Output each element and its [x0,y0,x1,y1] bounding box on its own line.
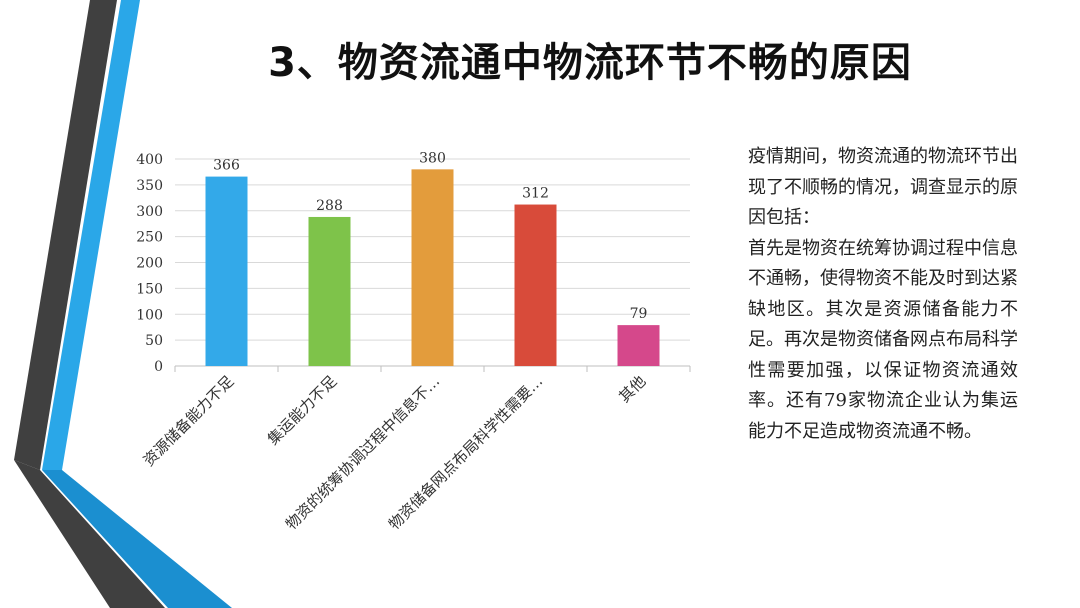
data-label: 79 [630,306,648,322]
bar [411,169,454,366]
category-label: 其他 [615,372,649,406]
y-tick-label: 350 [136,178,163,194]
slide-title: 3、物资流通中物流环节不畅的原因 [268,40,912,86]
y-tick-label: 200 [136,256,163,272]
body-paragraph-reasons: 首先是物资在统筹协调过程中信息不通畅，使得物资不能及时到达紧缺地区。其次是资源储… [748,237,1018,442]
data-label: 380 [419,150,446,166]
data-label: 288 [316,198,343,214]
y-tick-label: 150 [136,281,163,297]
bar [617,325,660,366]
bar-chart: 0 50 100 150 200 250 300 350 400 366 资源储备能力不足 288 集运… [136,150,691,533]
dark-stripe-top [14,0,117,470]
category-label: 集运能力不足 [264,372,340,448]
bar [205,176,248,366]
body-paragraph-intro: 疫情期间，物资流通的物流环节出现了不顺畅的情况，调查显示的原因包括： [748,146,1018,228]
y-tick-label: 300 [136,204,163,220]
bar [514,204,557,366]
blue-stripe-bottom [42,470,232,608]
y-tick-label: 50 [145,333,163,349]
y-tick-label: 0 [154,359,163,375]
y-tick-label: 100 [136,307,163,323]
y-tick-label: 400 [136,152,163,168]
bar [308,216,351,366]
data-label: 312 [522,186,549,202]
y-tick-label: 250 [136,230,163,246]
slide-body-text: 疫情期间，物资流通的物流环节出现了不顺畅的情况，调查显示的原因包括： 首先是物资… [748,142,1018,447]
dark-stripe-bottom [14,460,165,608]
blue-stripe-top [42,0,140,470]
category-label: 资源储备能力不足 [140,372,238,470]
data-label: 366 [213,158,240,174]
